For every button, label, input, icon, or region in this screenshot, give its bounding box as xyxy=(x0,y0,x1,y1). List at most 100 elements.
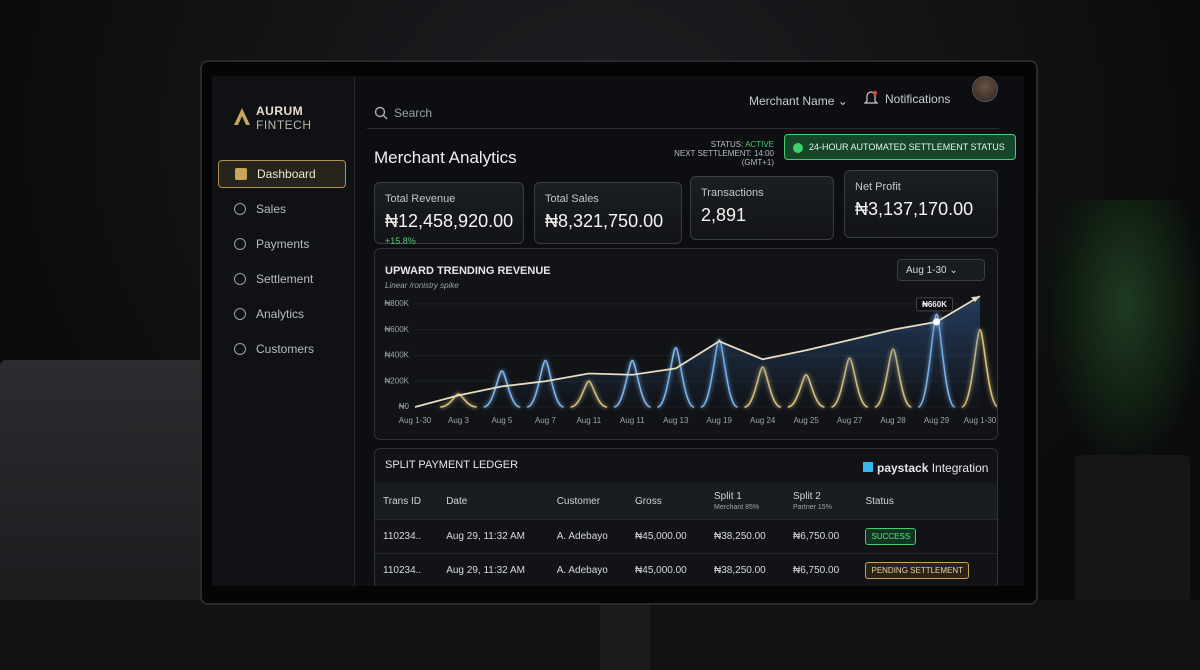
nav-item[interactable]: Settlement xyxy=(218,265,346,293)
kpi-card: Total Revenue ₦12,458,920.00 +15.8% xyxy=(374,182,524,246)
status-badge: PENDING SETTLEMENT xyxy=(865,562,970,579)
ledger-table-wrap: Trans ID Date Customer Gross Split 1 Merchant… xyxy=(375,483,997,586)
brand-sub: FINTECH xyxy=(256,118,312,132)
table-row: 110234.. Aug 29, 11:32 AM A. Adebayo ₦45,00… xyxy=(375,519,997,554)
cell-text: ₦38,250.00 xyxy=(714,565,766,576)
x-tick-label: Aug 5 xyxy=(491,416,512,425)
column-label: Gross xyxy=(635,495,662,507)
table-cell: ₦6,750.00 xyxy=(785,553,858,586)
nav-icon xyxy=(234,238,246,250)
x-tick-label: Aug 25 xyxy=(793,416,819,425)
kpi-card: Total Sales ₦8,321,750.00 xyxy=(534,182,682,244)
page-title: Merchant Analytics xyxy=(374,148,517,167)
nav-label: Sales xyxy=(256,202,287,216)
nav-icon xyxy=(234,273,246,285)
nav-item[interactable]: Analytics xyxy=(218,300,346,328)
kpi-value: ₦3,137,170.00 xyxy=(855,199,974,219)
table-cell: 110234.. xyxy=(375,519,439,554)
cell-text: A. Adebayo xyxy=(556,531,608,542)
logo-mark xyxy=(234,108,250,125)
column-sub: Merchant 85% xyxy=(714,504,760,511)
nav-icon xyxy=(235,168,247,180)
notifications[interactable]: Notifications xyxy=(885,92,951,106)
status-value: ACTIVE xyxy=(745,140,774,149)
cell-text: ₦45,000.00 xyxy=(635,565,687,576)
nav-item[interactable]: Dashboard xyxy=(218,160,346,188)
cell-text: Aug 29, 11:32 AM xyxy=(446,565,525,576)
range-select[interactable]: Aug 1-30 ⌄ xyxy=(897,259,985,281)
cell-text: Aug 29, 11:32 AM xyxy=(446,531,525,542)
kpi-card: Transactions 2,891 xyxy=(690,176,834,240)
y-tick-label: ₦0 xyxy=(399,402,410,411)
integration-label: Integration xyxy=(931,461,989,475)
x-tick-label: Aug 19 xyxy=(707,416,733,425)
cell-text: ₦6,750.00 xyxy=(793,565,840,576)
chart: ₦0 ₦200K ₦400K ₦600K ₦800K Aug 1-30 Aug 3 Aug 5… xyxy=(385,295,997,425)
nav-label: Dashboard xyxy=(257,167,316,181)
cell-text: A. Adebayo xyxy=(556,565,608,576)
kpi-value: ₦8,321,750.00 xyxy=(545,211,664,231)
nav-item[interactable]: Customers xyxy=(218,335,346,363)
cell-text: ₦6,750.00 xyxy=(793,531,840,542)
ledger-table: Trans ID Date Customer Gross Split 1 Merchant… xyxy=(375,483,997,586)
table-cell: A. Adebayo xyxy=(548,519,628,554)
x-tick-label: Aug 11 xyxy=(576,416,601,425)
nav-item[interactable]: Sales xyxy=(218,195,346,223)
range-label: Aug 1-30 xyxy=(906,265,947,276)
merchant-select[interactable]: Merchant Name ⌄ xyxy=(749,94,848,108)
x-tick-label: Aug 29 xyxy=(924,416,950,425)
column-label: Status xyxy=(865,495,894,507)
x-tick-label: Aug 11 xyxy=(620,416,645,425)
column-label: Customer xyxy=(556,495,601,507)
search-icon xyxy=(374,106,388,120)
y-tick-label: ₦800K xyxy=(385,299,410,308)
y-tick-label: ₦600K xyxy=(385,325,410,334)
table-cell: ₦38,250.00 xyxy=(706,519,785,554)
sidebar: AURUM FINTECH Dashboard Sales Payments Settl… xyxy=(212,76,355,586)
kpi-change: +15.8% xyxy=(385,236,416,246)
y-tick-label: ₦200K xyxy=(385,376,410,385)
bell-icon xyxy=(864,90,878,104)
table-body: 110234.. Aug 29, 11:32 AM A. Adebayo ₦45,00… xyxy=(375,519,997,586)
kpi-label: Total Revenue xyxy=(385,193,456,205)
x-tick-label: Aug 24 xyxy=(750,416,776,425)
table-cell: A. Adebayo xyxy=(548,553,628,586)
monitor-stand xyxy=(600,600,650,670)
arrowhead xyxy=(971,296,980,303)
table-cell: PENDING SETTLEMENT xyxy=(857,553,997,586)
screen: AURUM FINTECH Dashboard Sales Payments Settl… xyxy=(212,76,1024,586)
cell-text: 110234.. xyxy=(383,565,422,576)
plant-pot xyxy=(1075,455,1190,605)
column-header: Trans ID xyxy=(375,483,439,520)
settlement-badge: 24-HOUR AUTOMATED SETTLEMENT STATUS xyxy=(784,134,1016,160)
table-cell: ₦38,250.00 xyxy=(706,553,785,586)
column-header: Gross xyxy=(627,483,707,520)
kpi-label: Total Sales xyxy=(545,193,599,205)
x-tick-label: Aug 13 xyxy=(663,416,689,425)
avatar[interactable] xyxy=(972,76,998,102)
nav-item[interactable]: Payments xyxy=(218,230,346,258)
column-label: Date xyxy=(446,495,468,507)
column-header: Date xyxy=(438,483,549,520)
x-tick-label: Aug 1-30 xyxy=(399,416,432,425)
column-sub: Partner 15% xyxy=(793,504,832,511)
nav-label: Analytics xyxy=(256,307,305,321)
table-cell: Aug 29, 11:32 AM xyxy=(438,553,549,586)
x-tick-label: Aug 7 xyxy=(535,416,556,425)
paystack-brand: paystack xyxy=(877,461,929,475)
status-badge: SUCCESS xyxy=(865,528,917,545)
y-tick-label: ₦400K xyxy=(385,351,410,360)
x-tick-label: Aug 27 xyxy=(837,416,863,425)
nav-label: Payments xyxy=(256,237,310,251)
search[interactable]: Search xyxy=(394,106,433,120)
kpi-value: ₦12,458,920.00 xyxy=(385,211,514,231)
cell-text: 110234.. xyxy=(383,531,422,542)
table-header: Trans ID Date Customer Gross Split 1 Merchant… xyxy=(375,483,997,520)
status: STATUS: ACTIVE NEXT SETTLEMENT: 14:00 (GM… xyxy=(642,140,774,167)
table-cell: SUCCESS xyxy=(857,519,997,554)
table-cell: ₦45,000.00 xyxy=(627,553,707,586)
ledger-title: SPLIT PAYMENT LEDGER xyxy=(385,459,519,471)
x-tick-label: Aug 28 xyxy=(880,416,906,425)
